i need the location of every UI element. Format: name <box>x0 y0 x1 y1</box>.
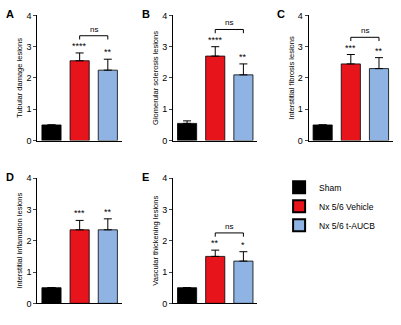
svg-text:Sham: Sham <box>319 183 341 193</box>
svg-text:**: ** <box>104 207 112 217</box>
svg-text:3: 3 <box>27 205 32 215</box>
svg-text:1: 1 <box>27 104 32 114</box>
svg-text:****: **** <box>208 35 223 45</box>
svg-text:1: 1 <box>298 104 303 114</box>
svg-text:2: 2 <box>298 73 303 83</box>
svg-text:3: 3 <box>162 205 167 215</box>
svg-text:0: 0 <box>27 136 32 146</box>
svg-text:**: ** <box>239 52 247 62</box>
svg-text:4: 4 <box>27 173 32 183</box>
svg-text:3: 3 <box>27 42 32 52</box>
svg-text:0: 0 <box>162 136 167 146</box>
svg-text:2: 2 <box>27 236 32 246</box>
svg-text:0: 0 <box>162 299 167 309</box>
svg-text:***: *** <box>74 208 85 218</box>
svg-text:3: 3 <box>298 42 303 52</box>
svg-text:2: 2 <box>162 73 167 83</box>
svg-text:C: C <box>277 8 285 20</box>
svg-text:*: * <box>241 240 245 250</box>
svg-text:4: 4 <box>27 11 32 21</box>
svg-text:Tubular damage lesions: Tubular damage lesions <box>15 38 24 118</box>
svg-text:Interstitial fibrosis lesions: Interstitial fibrosis lesions <box>287 36 296 120</box>
svg-text:Vascular thickening lesions: Vascular thickening lesions <box>151 196 160 286</box>
svg-text:E: E <box>142 171 149 183</box>
svg-text:D: D <box>6 171 14 183</box>
svg-text:**: ** <box>375 46 383 56</box>
svg-text:4: 4 <box>162 11 167 21</box>
svg-text:ns: ns <box>225 18 233 27</box>
svg-text:Nx 5/6 t-AUCB: Nx 5/6 t-AUCB <box>319 221 375 231</box>
svg-text:1: 1 <box>27 267 32 277</box>
svg-text:Interstitial inflamation lesio: Interstitial inflamation lesions <box>15 193 24 289</box>
svg-text:1: 1 <box>162 104 167 114</box>
svg-text:4: 4 <box>298 11 303 21</box>
svg-text:ns: ns <box>361 26 369 35</box>
svg-text:2: 2 <box>162 236 167 246</box>
svg-text:ns: ns <box>90 25 98 34</box>
svg-text:****: **** <box>72 41 87 51</box>
svg-text:A: A <box>6 8 14 20</box>
svg-text:Glomerular sclerosis lesions: Glomerular sclerosis lesions <box>151 31 160 125</box>
svg-text:1: 1 <box>162 267 167 277</box>
svg-text:0: 0 <box>27 299 32 309</box>
svg-text:2: 2 <box>27 73 32 83</box>
svg-text:3: 3 <box>162 42 167 52</box>
svg-text:**: ** <box>211 238 219 248</box>
svg-text:4: 4 <box>162 173 167 183</box>
svg-text:Nx 5/6 Vehicle: Nx 5/6 Vehicle <box>319 202 374 212</box>
svg-text:***: *** <box>345 43 356 53</box>
svg-text:ns: ns <box>225 222 233 231</box>
svg-text:B: B <box>142 8 150 20</box>
svg-text:**: ** <box>104 47 112 57</box>
svg-text:0: 0 <box>298 136 303 146</box>
